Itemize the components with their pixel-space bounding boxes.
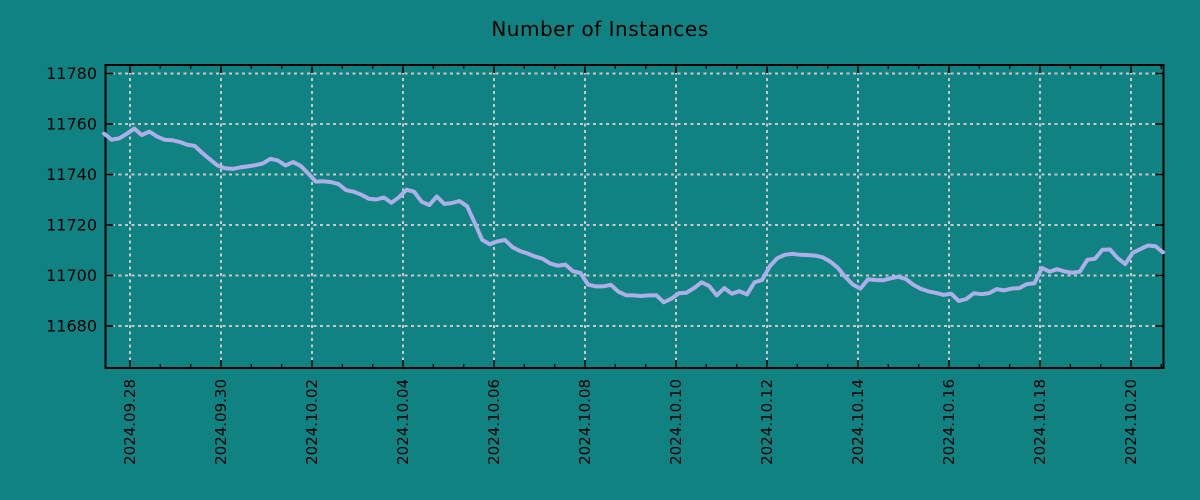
chart-title: Number of Instances bbox=[491, 17, 709, 41]
x-tick-label: 2024.10.12 bbox=[758, 379, 776, 465]
y-tick-label: 11780 bbox=[46, 64, 97, 83]
y-tick-label: 11760 bbox=[46, 115, 97, 134]
x-tick-label: 2024.10.20 bbox=[1122, 379, 1140, 465]
x-tick-label: 2024.09.28 bbox=[121, 379, 139, 465]
data-series-line bbox=[102, 126, 1165, 305]
x-tick-label: 2024.10.06 bbox=[485, 379, 503, 465]
x-tick-label: 2024.10.18 bbox=[1031, 379, 1049, 465]
x-tick-label: 2024.10.14 bbox=[849, 379, 867, 465]
x-tick-label: 2024.10.10 bbox=[667, 379, 685, 465]
y-tick-label: 11680 bbox=[46, 317, 97, 336]
x-tick-label: 2024.10.04 bbox=[394, 379, 412, 465]
plot-border bbox=[104, 64, 1165, 369]
y-tick-label: 11700 bbox=[46, 266, 97, 285]
x-tick-label: 2024.10.16 bbox=[940, 379, 958, 465]
y-tick-label: 11740 bbox=[46, 165, 97, 184]
x-tick-label: 2024.10.02 bbox=[303, 379, 321, 465]
y-tick-label: 11720 bbox=[46, 216, 97, 235]
x-tick-label: 2024.09.30 bbox=[212, 379, 230, 465]
x-tick-label: 2024.10.08 bbox=[576, 379, 594, 465]
